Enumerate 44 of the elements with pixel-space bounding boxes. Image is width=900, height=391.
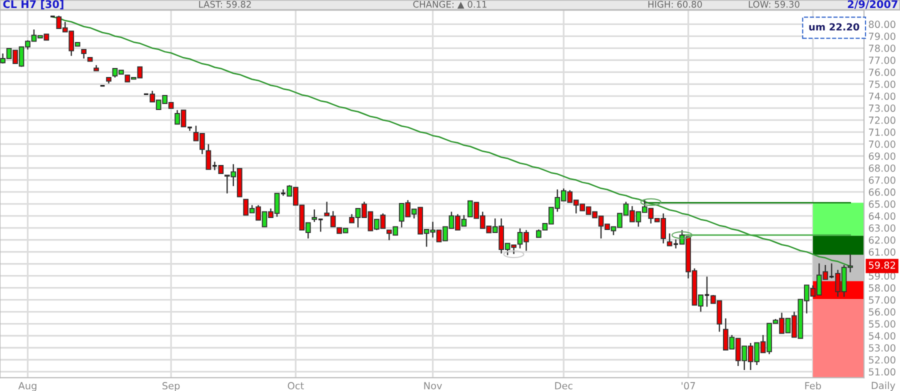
- y-tick-label: 65.00: [868, 200, 896, 208]
- y-tick-label: 52.00: [868, 356, 896, 364]
- annotation: um 22.20: [809, 23, 860, 31]
- y-tick-label: 78.00: [868, 44, 896, 52]
- y-tick-label: 58.00: [868, 284, 896, 292]
- text: CHANGE: ▲ 0.11: [413, 0, 486, 9]
- y-tick-label: 53.00: [868, 344, 896, 352]
- y-tick-label: 54.00: [868, 332, 896, 340]
- y-tick-label: 67.00: [868, 176, 896, 184]
- y-tick-label: 70.00: [868, 140, 896, 148]
- y-tick-label: 56.00: [868, 308, 896, 316]
- y-tick-label: 55.00: [868, 320, 896, 328]
- x-tick-label: Dec: [555, 382, 572, 390]
- y-tick-label: 74.00: [868, 92, 896, 100]
- text: Daily: [872, 382, 896, 391]
- y-tick-label: 51.00: [868, 368, 896, 376]
- y-tick-label: 61.00: [868, 248, 896, 256]
- x-tick-label: '07: [682, 382, 695, 390]
- y-tick-label: 63.00: [868, 224, 896, 232]
- y-tick-label: 76.00: [868, 68, 896, 76]
- x-tick-label: Aug: [18, 382, 36, 391]
- y-tick-label: 62.00: [868, 236, 896, 244]
- y-tick-label: 64.00: [868, 212, 896, 220]
- y-tick-label: 80.00: [868, 20, 896, 28]
- text: 2/9/2007: [848, 0, 898, 9]
- y-tick-label: 68.00: [868, 164, 896, 172]
- text: HIGH: 60.80: [648, 0, 702, 8]
- y-tick-label: 75.00: [868, 80, 896, 88]
- y-tick-label: 77.00: [868, 56, 896, 64]
- text: LOW: 59.30: [748, 0, 800, 8]
- y-tick-label: 72.00: [868, 116, 896, 124]
- text: LAST: 59.82: [199, 0, 251, 8]
- x-tick-label: Nov: [424, 382, 442, 390]
- y-tick-label: 69.00: [868, 152, 896, 160]
- y-tick-label: 66.00: [868, 188, 896, 196]
- x-tick-label: Feb: [805, 382, 821, 390]
- y-tick-label: 79.00: [868, 32, 896, 40]
- y-tick-label: 57.00: [868, 296, 896, 304]
- x-tick-label: Oct: [288, 382, 304, 390]
- y-tick-label: 73.00: [868, 104, 896, 112]
- annotation: 59.82: [868, 261, 896, 269]
- y-tick-label: 71.00: [868, 128, 896, 136]
- x-tick-label: Sep: [162, 382, 180, 391]
- chart-title: CL H7 [30]: [3, 0, 64, 10]
